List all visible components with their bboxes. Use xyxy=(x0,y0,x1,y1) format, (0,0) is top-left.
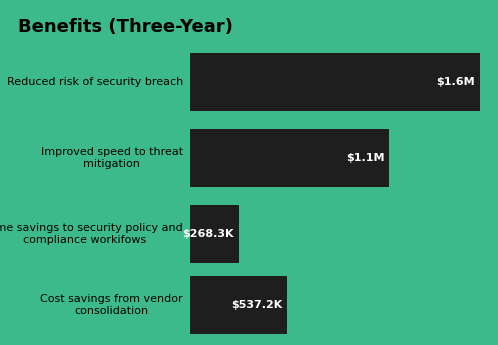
Text: Reduced risk of security breach: Reduced risk of security breach xyxy=(7,77,183,87)
Bar xyxy=(190,205,239,263)
Text: $1.1M: $1.1M xyxy=(346,153,384,163)
Bar xyxy=(190,53,480,111)
Text: $537.2K: $537.2K xyxy=(231,300,282,310)
Text: Cost savings from vendor
consolidation: Cost savings from vendor consolidation xyxy=(40,294,183,316)
Text: Improved speed to threat
mitigation: Improved speed to threat mitigation xyxy=(41,147,183,169)
Text: $268.3K: $268.3K xyxy=(182,229,234,239)
Text: $1.6M: $1.6M xyxy=(436,77,475,87)
Bar xyxy=(190,276,287,334)
Text: Benefits (Three-Year): Benefits (Three-Year) xyxy=(18,18,233,36)
Bar xyxy=(190,129,389,187)
Text: Time savings to security policy and
compliance workifows: Time savings to security policy and comp… xyxy=(0,223,183,245)
